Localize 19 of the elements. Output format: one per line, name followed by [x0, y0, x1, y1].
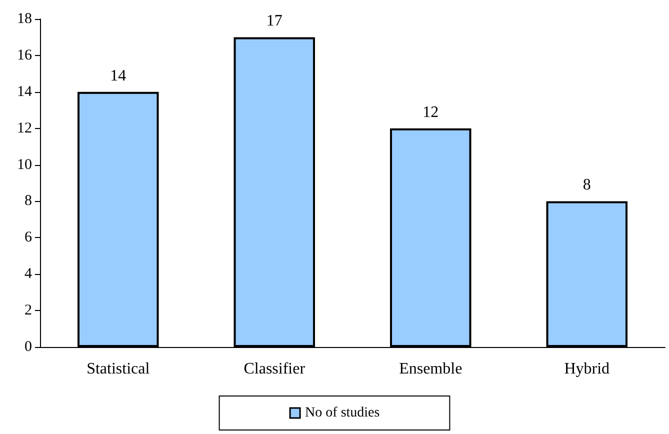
y-tick-label: 0 [24, 339, 32, 355]
y-tick-label: 6 [24, 230, 32, 246]
x-tick-label: Classifier [244, 360, 306, 378]
data-label: 8 [582, 176, 591, 194]
y-tick-label: 8 [24, 193, 32, 210]
x-tick-label: Ensemble [399, 360, 462, 378]
legend-label: No of studies [305, 406, 380, 420]
x-tick-label: Statistical [86, 360, 150, 378]
y-tick-label: 18 [17, 11, 32, 27]
data-label: 14 [110, 67, 126, 84]
y-tick-label: 14 [17, 84, 32, 100]
y-tick-label: 10 [17, 156, 32, 173]
data-label: 12 [422, 104, 439, 121]
y-tick-label: 16 [17, 47, 32, 64]
y-tick-label: 12 [17, 120, 32, 136]
x-tick-label: Hybrid [564, 360, 610, 378]
data-label: 17 [266, 12, 282, 30]
y-tick-label: 2 [24, 302, 32, 319]
y-tick-label: 4 [24, 266, 32, 282]
